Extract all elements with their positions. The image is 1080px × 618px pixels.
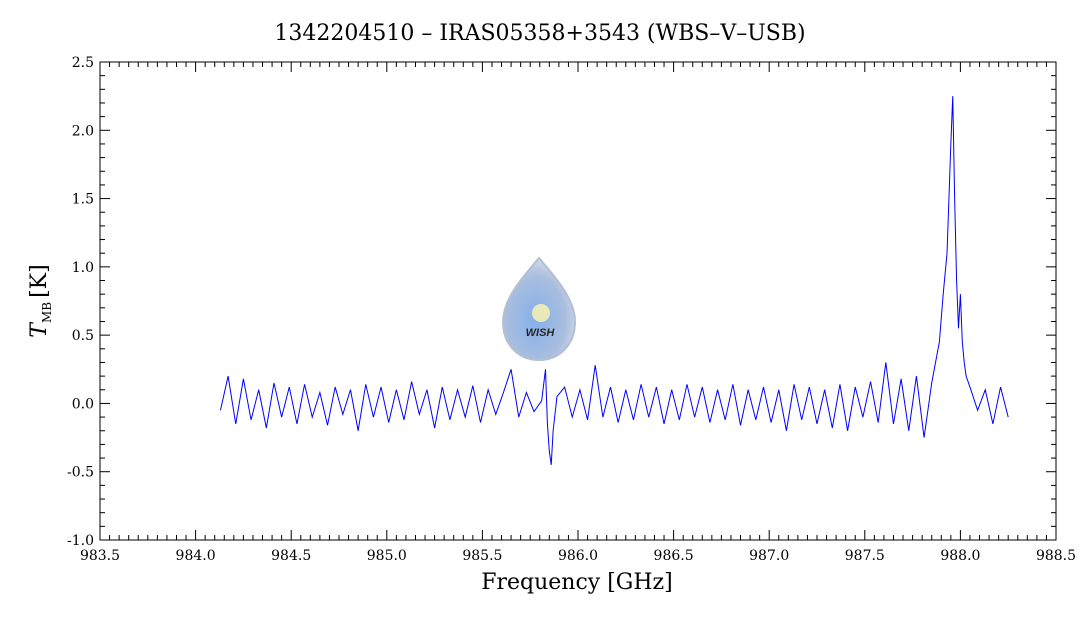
y-tick-label: 2.0 [72, 123, 94, 139]
x-tick-label: 987.0 [749, 548, 789, 564]
x-tick-label: 988.0 [940, 548, 980, 564]
spectrum-line [219, 96, 1009, 465]
y-axis-title: TMB [K] [27, 264, 54, 337]
plot-frame [99, 61, 1057, 541]
x-tick-label: 983.5 [80, 548, 120, 564]
y-tick-label: 1.0 [72, 260, 94, 276]
logo-text: WISH [526, 327, 556, 339]
logo-star [532, 304, 550, 322]
chart-title: 1342204510 – IRAS05358+3543 (WBS–V–USB) [274, 21, 805, 46]
y-tick-label: -1.0 [67, 533, 94, 549]
y-unit: [K] [27, 264, 52, 298]
x-tick-label: 986.5 [654, 548, 694, 564]
y-tick-label: 2.5 [72, 55, 94, 71]
y-symbol: T [27, 321, 52, 338]
y-tick-label: 0.5 [72, 328, 94, 344]
x-tick-label: 988.5 [1036, 548, 1076, 564]
logo: WISH [501, 256, 577, 362]
x-tick-label: 984.0 [176, 548, 216, 564]
x-tick-label: 986.0 [558, 548, 598, 564]
y-axis-title-text: TMB [K] [27, 264, 54, 337]
x-tick-label: 987.5 [845, 548, 885, 564]
x-axis-title: Frequency [GHz] [481, 570, 673, 595]
y-subscript: MB [40, 302, 54, 323]
x-tick-label: 984.5 [271, 548, 311, 564]
y-tick-label: -0.5 [67, 465, 94, 481]
x-tick-label: 985.5 [462, 548, 502, 564]
y-tick-label: 1.5 [72, 192, 94, 208]
x-tick-label: 985.0 [367, 548, 407, 564]
y-tick-label: 0.0 [72, 396, 94, 412]
